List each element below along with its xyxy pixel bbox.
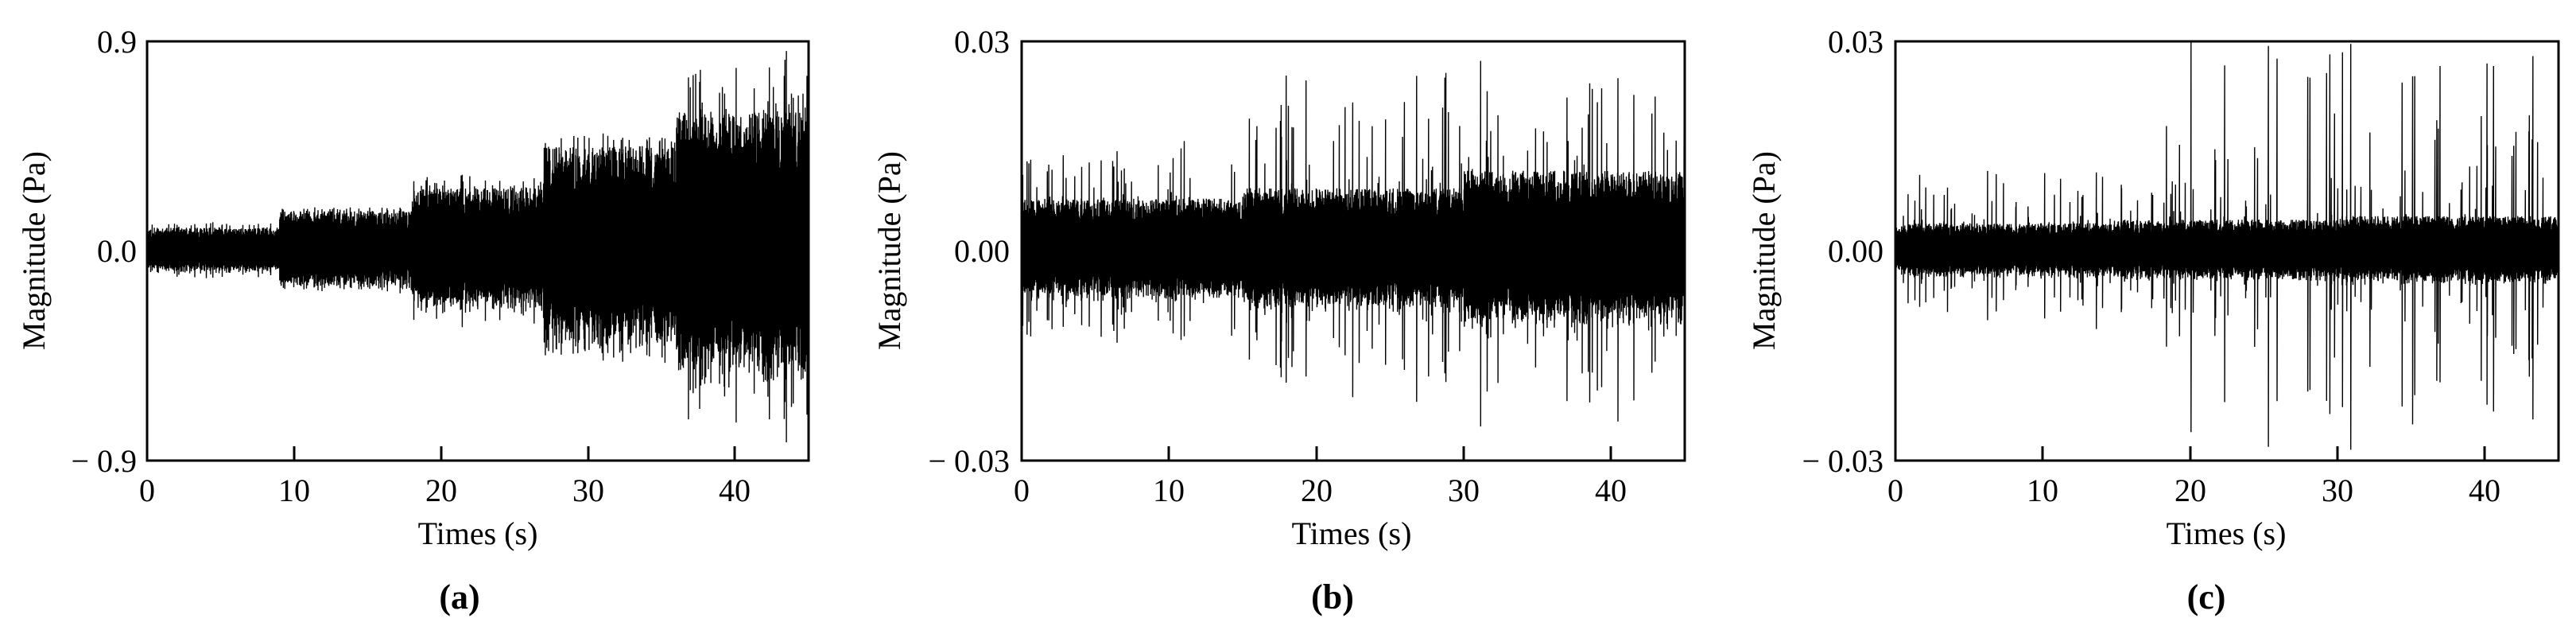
y-tick-label-b-0: 0.03 [954, 24, 1010, 60]
x-tick-label-b-0: 0 [1014, 473, 1030, 508]
y-tick-label-c-1: 0.00 [1828, 233, 1884, 269]
panel-caption-c: (c) [2187, 578, 2226, 616]
x-axis-title-c: Times (s) [2167, 515, 2287, 551]
y-axis-title-b: Magnitude (Pa) [871, 151, 907, 350]
x-tick-label-b-3: 30 [1448, 473, 1480, 508]
x-tick-label-c-1: 10 [2027, 473, 2058, 508]
y-axis-b: 0.03 0.00 − 0.03 Magnitude (Pa) [871, 24, 1036, 479]
y-tick-label-b-1: 0.00 [954, 233, 1010, 269]
x-tick-label-a-0: 0 [139, 473, 155, 508]
y-tick-label-a-0: 0.9 [97, 24, 137, 60]
x-tick-label-c-3: 30 [2322, 473, 2353, 508]
x-tick-label-a-4: 40 [719, 473, 751, 508]
panel-caption-b: (b) [1311, 578, 1354, 616]
x-tick-label-c-4: 40 [2469, 473, 2500, 508]
y-tick-label-b-2: − 0.03 [928, 443, 1010, 479]
signal-trace-c [1895, 41, 2559, 450]
y-axis-c: 0.03 0.00 − 0.03 Magnitude (Pa) [1746, 24, 1910, 479]
x-tick-label-b-2: 20 [1301, 473, 1333, 508]
x-axis-title-b: Times (s) [1292, 515, 1412, 551]
y-axis-title-c: Magnitude (Pa) [1746, 151, 1782, 350]
x-tick-label-b-4: 40 [1595, 473, 1627, 508]
panel-caption-a: (a) [439, 578, 479, 616]
x-tick-label-b-1: 10 [1153, 473, 1185, 508]
x-axis-c: 0 10 20 30 40 Times (s) [1887, 446, 2500, 551]
x-axis-title-a: Times (s) [418, 515, 538, 551]
plot-area-b [1021, 60, 1686, 427]
panel-b: 0.03 0.00 − 0.03 Magnitude (Pa) 0 10 20 … [871, 24, 1686, 616]
panel-c: 0.03 0.00 − 0.03 Magnitude (Pa) 0 10 20 … [1746, 24, 2560, 616]
x-axis-b: 0 10 20 30 40 Times (s) [1014, 446, 1627, 551]
y-axis-title-a: Magnitude (Pa) [16, 151, 52, 350]
plot-area-c [1895, 41, 2559, 450]
x-tick-label-c-2: 20 [2174, 473, 2206, 508]
y-axis-a: 0.9 0.0 − 0.9 Magnitude (Pa) [16, 24, 161, 479]
plot-area-a [146, 51, 809, 443]
signal-trace-b [1021, 60, 1686, 427]
y-tick-label-c-2: − 0.03 [1802, 443, 1884, 479]
panel-a: 0.9 0.0 − 0.9 Magnitude (Pa) 0 10 20 30 … [16, 24, 810, 616]
x-tick-label-a-2: 20 [425, 473, 457, 508]
x-axis-a: 0 10 20 30 40 Times (s) [139, 446, 751, 551]
x-tick-label-a-3: 30 [572, 473, 604, 508]
y-tick-label-c-0: 0.03 [1828, 24, 1884, 60]
x-tick-label-c-0: 0 [1887, 473, 1903, 508]
x-tick-label-a-1: 10 [278, 473, 310, 508]
y-tick-label-a-2: − 0.9 [71, 443, 137, 479]
y-tick-label-a-1: 0.0 [97, 233, 137, 269]
signal-trace-a [146, 51, 809, 443]
